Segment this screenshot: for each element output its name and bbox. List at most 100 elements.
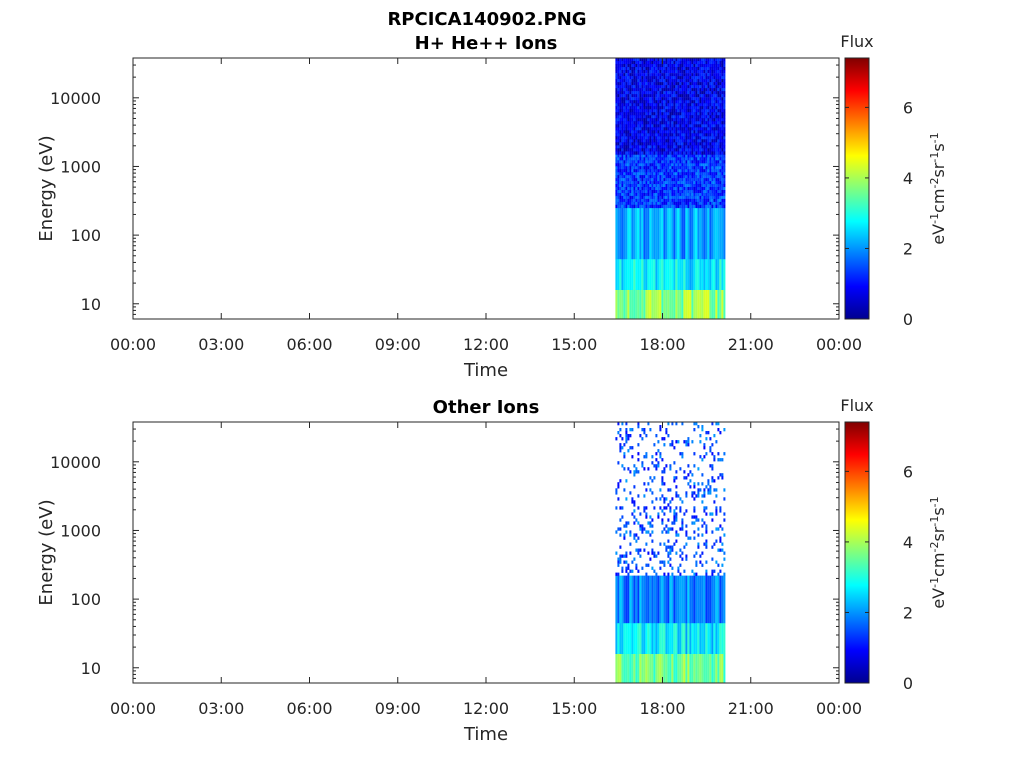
data-cell xyxy=(625,258,628,290)
data-cell xyxy=(687,67,690,71)
data-cell xyxy=(619,622,622,654)
data-cell xyxy=(667,133,670,137)
data-cell xyxy=(665,548,668,552)
data-cell xyxy=(669,127,672,131)
data-cell xyxy=(627,73,630,77)
data-cell xyxy=(723,58,726,62)
data-cell xyxy=(713,70,716,74)
data-cell xyxy=(679,497,682,501)
data-cell xyxy=(659,103,662,107)
data-cell xyxy=(715,154,718,158)
data-cell xyxy=(699,575,702,624)
data-cell xyxy=(653,166,656,170)
data-cell xyxy=(637,175,640,179)
data-cell xyxy=(675,575,678,624)
data-cell xyxy=(667,115,670,119)
data-cell xyxy=(653,653,656,684)
data-cell xyxy=(639,160,642,164)
data-cell xyxy=(635,533,638,537)
data-cell xyxy=(621,88,624,92)
data-cell xyxy=(723,76,726,80)
data-cell xyxy=(665,653,668,684)
data-cell xyxy=(653,136,656,140)
data-cell xyxy=(715,539,718,543)
data-cell xyxy=(627,79,630,83)
data-cell xyxy=(671,88,674,92)
data-cell xyxy=(625,70,628,74)
data-cell xyxy=(667,58,670,62)
data-cell xyxy=(631,64,634,68)
data-cell xyxy=(719,109,722,113)
data-cell xyxy=(681,184,684,188)
data-cell xyxy=(671,193,674,197)
data-cell xyxy=(661,73,664,77)
data-cell xyxy=(629,142,632,146)
data-cell xyxy=(623,187,626,191)
colorbar-title: Flux xyxy=(840,396,873,415)
data-cell xyxy=(717,198,720,203)
data-cell xyxy=(675,73,678,77)
data-cell xyxy=(679,157,682,161)
data-cell xyxy=(669,175,672,179)
data-cell xyxy=(641,142,644,146)
data-cell xyxy=(703,195,706,200)
data-cell xyxy=(703,76,706,80)
data-cell xyxy=(717,61,720,65)
data-cell xyxy=(703,70,706,74)
data-cell xyxy=(645,201,648,206)
data-cell xyxy=(627,127,630,131)
data-cell xyxy=(675,136,678,140)
data-cell xyxy=(701,169,704,173)
data-cell xyxy=(615,163,618,167)
plot-frame xyxy=(132,57,840,320)
data-cell xyxy=(675,175,678,179)
data-cell xyxy=(631,175,634,179)
data-cell xyxy=(681,575,684,624)
data-cell xyxy=(709,181,712,185)
data-cell xyxy=(701,258,704,290)
data-cell xyxy=(655,76,658,80)
data-cell xyxy=(691,515,694,519)
data-cell xyxy=(663,94,666,98)
data-cell xyxy=(625,175,628,179)
data-cell xyxy=(649,112,652,116)
data-cell xyxy=(661,130,664,134)
data-cell xyxy=(641,136,644,140)
data-cell xyxy=(621,515,624,519)
data-cell xyxy=(699,100,702,104)
data-cell xyxy=(679,97,682,101)
data-cell xyxy=(675,79,678,83)
data-cell xyxy=(679,103,682,107)
data-cell xyxy=(651,154,654,158)
data-cell xyxy=(639,148,642,152)
data-cell xyxy=(717,207,720,260)
data-cell xyxy=(689,130,692,134)
data-cell xyxy=(649,88,652,92)
data-cell xyxy=(691,169,694,173)
data-cell xyxy=(679,184,682,188)
data-cell xyxy=(617,184,620,188)
y-axis-label: Energy (eV) xyxy=(36,499,57,605)
figure-title: RPCICA140902.PNG xyxy=(387,9,586,30)
data-cell xyxy=(635,566,638,570)
data-cell xyxy=(683,115,686,119)
data-cell xyxy=(675,169,678,173)
data-cell xyxy=(713,289,716,320)
data-cell xyxy=(629,103,632,107)
data-cell xyxy=(697,181,700,185)
data-cell xyxy=(697,160,700,164)
data-cell xyxy=(619,124,622,128)
data-cell xyxy=(685,157,688,161)
data-cell xyxy=(691,622,694,654)
data-cell xyxy=(657,142,660,146)
data-cell xyxy=(679,85,682,89)
data-cell xyxy=(681,91,684,95)
data-cell xyxy=(675,112,678,116)
data-cell xyxy=(621,112,624,116)
data-cell xyxy=(671,79,674,83)
data-cell xyxy=(635,118,638,122)
data-cell xyxy=(649,521,652,525)
data-cell xyxy=(679,187,682,191)
data-cell xyxy=(619,136,622,140)
data-cell xyxy=(693,142,696,146)
